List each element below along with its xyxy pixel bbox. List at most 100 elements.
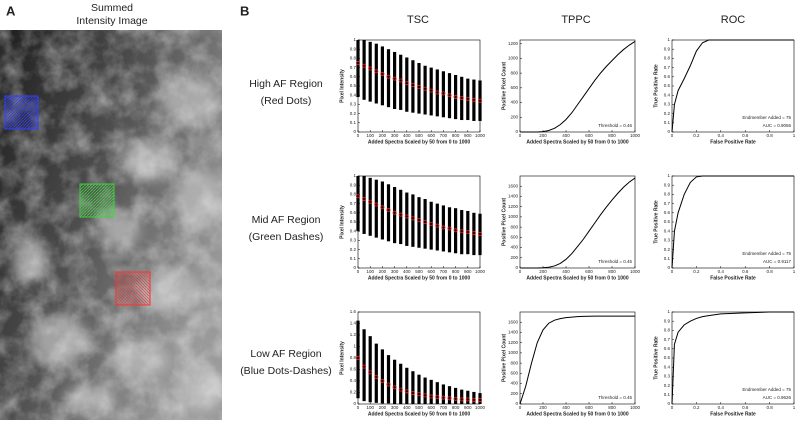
x-tick-label: 0	[357, 133, 360, 138]
annotation: Threshold = 0.46	[598, 123, 632, 128]
mean-dot	[447, 93, 452, 98]
mean-dot	[410, 216, 415, 221]
y-tick-label: 0.9	[664, 318, 671, 323]
y-tick-label: 0.5	[664, 355, 671, 360]
y-tick-label: 0	[353, 401, 356, 406]
curve	[520, 41, 636, 133]
x-tick-label: 0.4	[718, 269, 725, 274]
y-tick-label: 400	[510, 100, 518, 105]
y-axis-label: Pixel Intensity	[339, 69, 345, 103]
y-tick-label: 0	[353, 265, 356, 270]
y-tick-label: 1000	[508, 56, 519, 61]
y-tick-label: 0.9	[350, 46, 357, 51]
y-tick-label: 0	[667, 401, 670, 406]
box	[441, 71, 445, 118]
x-tick-label: 1000	[630, 269, 641, 274]
y-tick-label: 0.9	[664, 46, 671, 51]
y-tick-label: 1.2	[350, 332, 357, 337]
x-tick-label: 0	[519, 269, 522, 274]
y-tick-label: 0.3	[664, 238, 671, 243]
mean-dot	[447, 396, 452, 401]
chart: 0 0.2 0.4 0.6 0.8 1 0 0.1 0.2 0.3 0.4 0.5 0.6 0.7 0.8 0…	[653, 173, 795, 281]
y-tick-label: 0.4	[350, 378, 357, 383]
image-title: Summed	[91, 2, 133, 14]
mean-dot	[398, 212, 403, 217]
column-header: ROC	[721, 14, 746, 26]
annotation: Endmember Added = 75	[742, 115, 791, 120]
box	[447, 73, 452, 119]
mean-dot	[471, 231, 476, 236]
y-tick-label: 0.8	[664, 56, 671, 61]
x-tick-label: 0.8	[766, 269, 773, 274]
x-tick-label: 200	[379, 405, 387, 410]
y-tick-label: 0.2	[350, 390, 357, 395]
x-tick-label: 800	[452, 133, 460, 138]
box	[356, 40, 360, 98]
x-tick-label: 1000	[475, 133, 486, 138]
y-tick-label: 0.2	[350, 247, 357, 252]
y-tick-label: 0.2	[664, 111, 671, 116]
x-axis-label: Added Spectra Scaled by 50 from 0 to 100…	[368, 139, 470, 145]
curve	[671, 311, 794, 405]
chart: 0 200 400 600 800 1000 0 200 400 600 800 1000 1200 14…	[501, 311, 641, 417]
x-tick-label: 0.2	[693, 133, 700, 138]
y-tick-label: 0.3	[350, 238, 357, 243]
row-label: (Green Dashes)	[249, 231, 324, 243]
y-tick-label: 0.1	[664, 120, 671, 125]
x-tick-label: 600	[585, 269, 593, 274]
box	[399, 363, 403, 404]
mean-dot	[423, 86, 428, 91]
y-tick-label: 0.7	[664, 201, 671, 206]
mean-dot	[416, 218, 421, 223]
chart: 0 0.2 0.4 0.6 0.8 1 0 0.1 0.2 0.3 0.4 0.5 0.6 0.7 0.8 0…	[653, 37, 795, 145]
x-axis-label: False Positive Rate	[710, 411, 756, 417]
y-tick-label: 1000	[508, 350, 519, 355]
box	[460, 389, 464, 404]
y-tick-label: 0.9	[664, 182, 671, 187]
y-axis-label: Pixel Intensity	[339, 205, 345, 239]
y-axis-label: True Positive Rate	[653, 336, 659, 380]
x-axis-label: Added Spectra Scaled by 50 from 0 to 100…	[368, 411, 470, 417]
y-tick-label: 0.4	[350, 228, 357, 233]
box	[429, 379, 433, 404]
y-tick-label: 200	[510, 114, 518, 119]
x-tick-label: 800	[608, 269, 616, 274]
mean-dot	[429, 221, 434, 226]
x-tick-label: 800	[608, 133, 616, 138]
x-tick-label: 0.4	[718, 405, 725, 410]
y-axis-label: True Positive Rate	[653, 200, 659, 244]
x-axis-label: Added Spectra Scaled by 50 from 0 to 100…	[526, 275, 628, 281]
row-label: Mid AF Region	[252, 214, 321, 226]
y-tick-label: 0.3	[664, 102, 671, 107]
box	[386, 355, 391, 404]
box	[472, 212, 476, 256]
x-tick-label: 1000	[630, 405, 641, 410]
mean-dot	[477, 231, 482, 236]
curve	[671, 39, 794, 133]
box	[441, 205, 445, 252]
x-tick-label: 700	[440, 405, 448, 410]
x-tick-label: 0	[671, 405, 674, 410]
x-tick-label: 600	[585, 405, 593, 410]
box	[393, 359, 397, 404]
x-tick-label: 0.8	[766, 405, 773, 410]
x-axis-label: Added Spectra Scaled by 50 from 0 to 100…	[368, 275, 470, 281]
mean-dot	[374, 69, 379, 74]
y-tick-label: 600	[510, 85, 518, 90]
chart: 0 100 200 300 400 500 600 700 800 900 1000 0 0.2 0.4 0…	[339, 309, 485, 417]
annotation: AUC = 0.9056	[763, 123, 792, 128]
y-tick-label: 800	[510, 70, 518, 75]
box	[362, 176, 366, 234]
mean-dot	[471, 97, 476, 102]
y-tick-label: 0.6	[664, 346, 671, 351]
row-label: Low AF Region	[250, 348, 321, 360]
x-axis-label: False Positive Rate	[710, 139, 756, 145]
y-tick-label: 0.7	[350, 65, 357, 70]
x-tick-label: 600	[427, 269, 435, 274]
y-tick-label: 0.9	[350, 182, 357, 187]
y-tick-label: 1400	[508, 194, 519, 199]
x-tick-label: 0	[357, 405, 360, 410]
mean-dot	[404, 389, 409, 394]
x-tick-label: 0	[357, 269, 360, 274]
annotation: AUC = 0.9117	[763, 259, 792, 264]
